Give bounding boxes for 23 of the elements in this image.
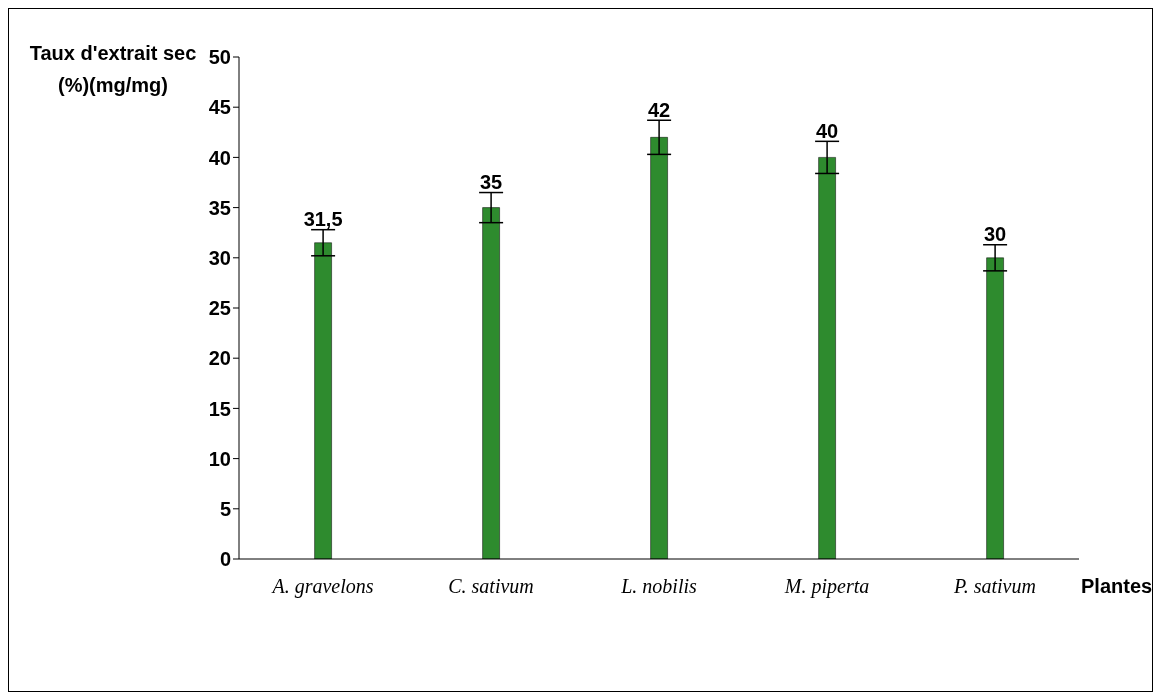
y-tick-label: 45 (208, 96, 231, 119)
y-tick-label: 25 (208, 297, 231, 320)
y-tick-label: 35 (208, 196, 231, 219)
y-tick-label: 30 (208, 246, 231, 269)
x-tick-label: A. gravelons (270, 575, 374, 599)
y-tick-label: 40 (208, 146, 231, 169)
x-tick-label: L. nobilis (620, 575, 697, 598)
data-label: 40 (815, 120, 839, 143)
data-label: 30 (983, 223, 1007, 246)
x-axis-title: Plantes (1081, 575, 1153, 598)
y-tick-label: 5 (219, 497, 231, 520)
data-label: 35 (479, 171, 503, 194)
y-tick-label: 10 (208, 447, 231, 470)
y-axis-title: Taux d'extrait sec (%)(mg/mg) (29, 42, 197, 96)
y-tick-label: 15 (208, 397, 231, 420)
data-label: 42 (647, 99, 671, 122)
y-tick-label: 50 (208, 46, 231, 69)
x-tick-label: P. sativum (953, 575, 1036, 598)
data-label: 31,5 (303, 208, 343, 231)
x-tick-label: M. piperta (783, 575, 870, 599)
x-tick-label: C. sativum (448, 575, 534, 598)
y-tick-label: 0 (219, 548, 231, 571)
y-tick-label: 20 (208, 347, 231, 370)
